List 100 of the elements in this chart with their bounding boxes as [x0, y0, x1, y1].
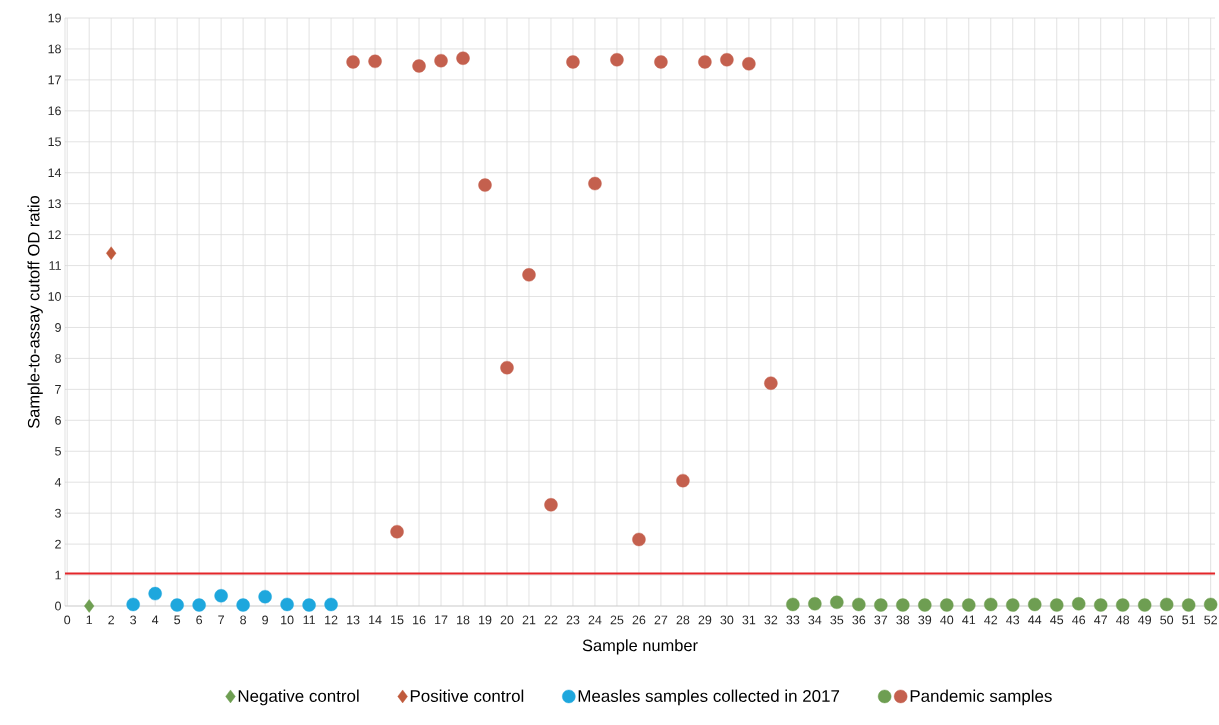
x-tick-label: 26: [632, 615, 646, 625]
point: [654, 55, 668, 69]
y-tick-label: 5: [55, 446, 61, 456]
point: [1159, 597, 1174, 612]
y-tick-label: 9: [55, 323, 61, 332]
x-tick-label: 28: [676, 615, 690, 625]
point: [896, 598, 910, 612]
y-tick-label: 7: [55, 385, 61, 394]
y-tick-label: 1: [55, 570, 61, 580]
point: [500, 361, 514, 375]
point: [1050, 598, 1064, 612]
x-tick-label: 12: [325, 615, 338, 625]
x-tick-label: 43: [1006, 615, 1020, 625]
point: [390, 525, 404, 539]
x-tick-label: 4: [151, 615, 159, 625]
point: [610, 53, 624, 67]
point: [170, 598, 184, 612]
y-tick-label: 14: [48, 168, 62, 178]
point: [434, 54, 448, 68]
legend-label: Pandemic samples: [910, 689, 1052, 706]
x-tick-label: 40: [940, 615, 954, 625]
point: [258, 590, 272, 604]
point: [984, 597, 998, 612]
x-tick-label: 27: [654, 615, 668, 625]
point: [1181, 598, 1196, 612]
legend-label: Measles samples collected in 2017: [578, 689, 840, 706]
point: [742, 57, 756, 71]
point: [84, 599, 95, 613]
y-tick-label: 18: [48, 44, 61, 54]
point: [192, 598, 206, 612]
point: [588, 176, 602, 191]
x-tick-label: 37: [874, 615, 888, 625]
point: [368, 54, 382, 69]
x-axis-title: Sample number: [582, 639, 698, 655]
point: [1006, 598, 1020, 612]
point: [852, 597, 866, 612]
x-tick-label: 24: [588, 615, 602, 625]
x-tick-label: 45: [1050, 615, 1064, 625]
x-tick-label: 44: [1028, 615, 1042, 625]
y-tick-label: 0: [55, 601, 61, 611]
x-tick-label: 9: [262, 615, 268, 625]
x-tick-label: 2: [108, 615, 115, 625]
y-tick-label: 19: [48, 13, 61, 23]
x-tick-label: 23: [566, 615, 580, 625]
point: [1203, 597, 1218, 612]
x-tick-label: 50: [1160, 615, 1174, 625]
y-tick-label: 15: [48, 137, 61, 147]
point: [1072, 597, 1086, 611]
point: [830, 595, 844, 609]
y-tick-label: 4: [54, 477, 62, 487]
x-tick-label: 52: [1204, 615, 1217, 625]
point: [324, 597, 338, 612]
x-tick-label: 46: [1072, 615, 1086, 625]
y-tick-label: 8: [55, 354, 61, 363]
y-tick-label: 12: [48, 230, 61, 239]
point: [148, 586, 162, 601]
legend-label: Negative control: [238, 689, 359, 706]
point: [106, 246, 117, 260]
x-tick-label: 3: [130, 615, 137, 625]
point: [456, 51, 470, 65]
point: [874, 598, 888, 612]
x-tick-label: 20: [500, 615, 514, 625]
x-tick-label: 17: [435, 615, 448, 625]
x-tick-label: 49: [1138, 615, 1152, 625]
x-tick-label: 31: [742, 615, 756, 625]
point: [1137, 598, 1152, 612]
y-tick-label: 17: [48, 75, 61, 85]
point: [676, 473, 690, 488]
point: [566, 55, 580, 69]
y-tick-label: 3: [55, 508, 61, 518]
legend-label: Positive control: [410, 689, 524, 702]
x-tick-label: 39: [918, 615, 932, 625]
x-tick-label: 16: [413, 615, 426, 625]
point: [346, 55, 360, 69]
x-tick-label: 33: [786, 615, 800, 625]
point: [1094, 598, 1108, 612]
y-tick-label: 2: [55, 539, 61, 549]
point: [478, 178, 492, 192]
x-tick-label: 15: [391, 615, 404, 625]
point: [1116, 598, 1130, 612]
point: [764, 376, 778, 390]
x-tick-label: 13: [347, 615, 360, 625]
point: [544, 498, 558, 512]
point: [962, 598, 976, 612]
point: [522, 268, 536, 282]
x-tick-label: 36: [852, 615, 866, 625]
x-tick-label: 25: [610, 615, 624, 625]
point: [236, 598, 250, 612]
x-tick-label: 48: [1116, 615, 1130, 625]
point: [302, 598, 316, 612]
x-tick-label: 19: [479, 615, 492, 625]
x-tick-label: 14: [369, 615, 382, 625]
point: [1028, 597, 1042, 612]
x-tick-label: 29: [698, 615, 712, 625]
x-tick-label: 22: [544, 615, 558, 625]
x-tick-label: 47: [1094, 615, 1108, 625]
x-tick-label: 21: [522, 615, 536, 625]
point: [126, 597, 140, 612]
x-tick-label: 8: [240, 615, 247, 625]
x-tick-label: 51: [1182, 615, 1195, 625]
